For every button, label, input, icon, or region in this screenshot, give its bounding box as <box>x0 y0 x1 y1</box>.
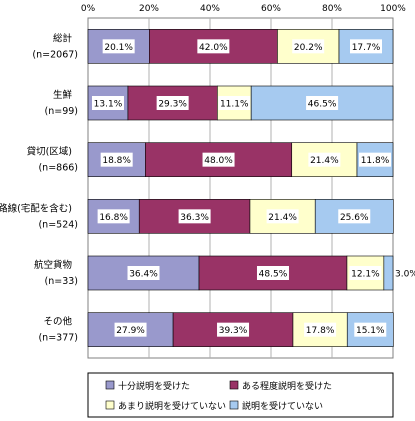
bar-row: 18.8% 48.0% 21.4% 11.8% <box>87 142 394 177</box>
legend-label: ある程度説明を受けた <box>242 380 332 392</box>
data-label-bg <box>256 266 289 280</box>
data-label: 36.4% <box>129 270 158 280</box>
bar-row: 13.1% 29.3% 11.1% 46.5% <box>87 85 394 121</box>
data-label: 29.3% <box>158 100 187 110</box>
x-tick-label: 40% <box>200 4 220 14</box>
data-label: 12.1% <box>351 270 380 280</box>
category-label: 総計 <box>53 32 73 44</box>
category-label: 貸切(区域) <box>27 146 72 158</box>
category-label: その他 <box>43 316 72 328</box>
category-sample-size: (n=2067) <box>32 49 78 60</box>
category-sample-size: (n=99) <box>45 106 78 117</box>
x-tick-label: 80% <box>322 4 342 14</box>
data-label-bg <box>178 209 211 224</box>
data-label-bg <box>308 152 341 167</box>
data-label: 46.5% <box>308 100 337 110</box>
data-label: 25.6% <box>340 213 369 223</box>
data-label-bg <box>102 39 135 54</box>
plot-area <box>87 17 394 359</box>
bar-row: 27.9% 39.3% 17.8% 15.1% <box>87 312 394 347</box>
bar-row: 36.4% 48.5% 12.1% 3.0% <box>87 255 415 291</box>
data-label-bg <box>127 266 160 280</box>
data-label-bg <box>202 152 235 167</box>
data-label-bg <box>354 322 387 337</box>
data-label-bg <box>114 322 147 337</box>
data-label-bg <box>197 39 230 54</box>
data-label: 13.1% <box>94 100 123 110</box>
data-label-bg <box>306 96 339 110</box>
legend-swatch <box>105 380 115 390</box>
x-tick-label: 20% <box>139 4 159 14</box>
data-label: 11.1% <box>220 100 249 110</box>
data-label: 3.0% <box>395 270 415 280</box>
x-tick-label: 60% <box>261 4 281 14</box>
data-label: 17.8% <box>306 326 335 336</box>
data-label: 15.1% <box>356 326 385 336</box>
x-tick-label: 100% <box>380 4 406 14</box>
legend-label: 説明を受けていない <box>242 400 323 412</box>
x-tick-label: 0% <box>81 4 96 14</box>
data-label: 11.8% <box>361 156 390 166</box>
data-label: 18.8% <box>102 156 131 166</box>
legend-label: あまり説明を受けていない <box>118 400 226 412</box>
data-label: 21.4% <box>310 156 339 166</box>
data-label-bg <box>359 152 392 167</box>
data-label-bg <box>218 96 251 110</box>
x-axis-ticks: 0% 20% 40% 60% 80% 100% <box>81 4 406 14</box>
data-label: 20.2% <box>294 43 323 53</box>
legend-swatch <box>229 380 239 390</box>
data-label-bg <box>97 209 130 224</box>
data-label: 16.8% <box>99 213 128 223</box>
category-label: 路線(宅配を含む) <box>0 202 72 214</box>
data-label: 20.1% <box>104 43 133 53</box>
data-label: 21.4% <box>268 213 297 223</box>
data-label: 17.7% <box>352 43 381 53</box>
data-label-bg <box>304 322 337 337</box>
bar-row: 16.8% 36.3% 21.4% 25.6% <box>87 199 394 234</box>
data-label: 42.0% <box>199 43 228 53</box>
category-sample-size: (n=524) <box>38 219 78 230</box>
legend-box <box>87 372 394 418</box>
category-sample-size: (n=866) <box>38 163 78 174</box>
bar-segment <box>383 255 394 291</box>
data-label: 39.3% <box>219 326 248 336</box>
data-label-bg <box>217 322 250 337</box>
data-label-bg <box>156 96 189 110</box>
data-label-bg <box>338 209 371 224</box>
data-label: 36.3% <box>180 213 209 223</box>
legend-swatch <box>229 400 239 410</box>
category-label: 航空貨物 <box>34 259 73 271</box>
category-sample-size: (n=377) <box>38 333 78 344</box>
data-label-bg <box>100 152 133 167</box>
data-label-bg <box>349 266 382 280</box>
data-label: 27.9% <box>116 326 145 336</box>
legend-label: 十分説明を受けた <box>118 380 190 392</box>
data-label-bg <box>266 209 299 224</box>
gridlines <box>148 18 333 358</box>
bar-row: 20.1% 42.0% 20.2% 17.7% <box>87 29 394 64</box>
legend-swatch <box>105 400 115 410</box>
data-label-bg <box>292 39 325 54</box>
data-label: 48.5% <box>259 270 288 280</box>
bars: 20.1% 42.0% 20.2% 17.7% 13.1% 29.3% 11.1% 46.5%… <box>87 29 415 347</box>
category-labels: 総計 (n=2067) 生鮮 (n=99) 貸切(区域) (n=866) 路線(宅配を含む)… <box>0 32 78 343</box>
category-label: 生鮮 <box>53 89 73 101</box>
category-sample-size: (n=33) <box>45 276 78 287</box>
data-label-bg <box>350 39 383 54</box>
data-label-bg <box>91 96 124 110</box>
data-label: 48.0% <box>204 156 233 166</box>
